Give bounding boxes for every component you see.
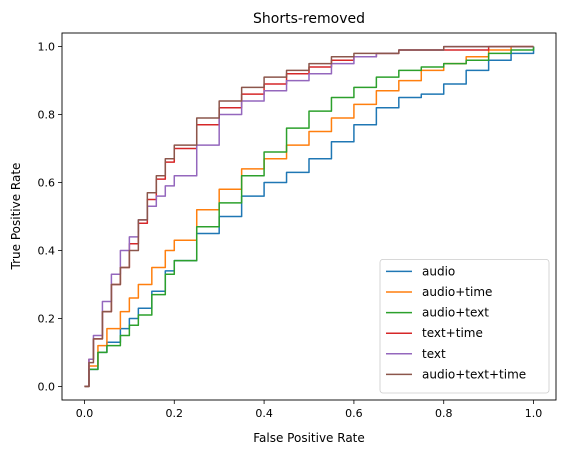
series-line-text	[84, 45, 534, 388]
legend-label: text	[422, 347, 446, 361]
y-tick-label: 1.0	[38, 41, 56, 54]
series-layer	[84, 45, 535, 388]
x-axis-ticks: 0.0 0.2 0.4 0.6 0.8 1.0	[76, 400, 543, 420]
legend: audio audio+time audio+text text+time text au…	[379, 258, 550, 394]
x-tick-label: 0.8	[435, 407, 453, 420]
series-line-audio-text	[84, 46, 535, 388]
legend-box	[379, 258, 550, 394]
x-tick-label: 0.6	[345, 407, 363, 420]
series-line-audio-text-time	[84, 45, 534, 388]
y-tick-label: 0.0	[38, 380, 56, 393]
legend-label: audio	[422, 264, 455, 278]
y-axis-ticks: 0.0 0.2 0.4 0.6 0.8 1.0	[38, 41, 62, 393]
x-tick-label: 0.4	[255, 407, 273, 420]
legend-label: text+time	[422, 326, 483, 340]
x-tick-label: 0.0	[76, 407, 94, 420]
legend-label: audio+time	[422, 285, 492, 299]
y-axis-label: True Positive Rate	[9, 163, 23, 271]
y-tick-label: 0.4	[38, 244, 56, 257]
series-line-audio-time	[84, 45, 534, 388]
y-tick-label: 0.8	[38, 109, 56, 122]
y-tick-label: 0.6	[38, 177, 56, 190]
x-axis-label: False Positive Rate	[253, 431, 365, 445]
series-line-audio	[84, 46, 535, 388]
x-tick-label: 1.0	[525, 407, 543, 420]
x-tick-label: 0.2	[166, 407, 184, 420]
legend-label: audio+text	[422, 306, 489, 320]
chart-title: Shorts-removed	[253, 11, 365, 27]
legend-label: audio+text+time	[422, 367, 526, 381]
y-tick-label: 0.2	[38, 312, 56, 325]
plot-frame	[61, 32, 557, 401]
